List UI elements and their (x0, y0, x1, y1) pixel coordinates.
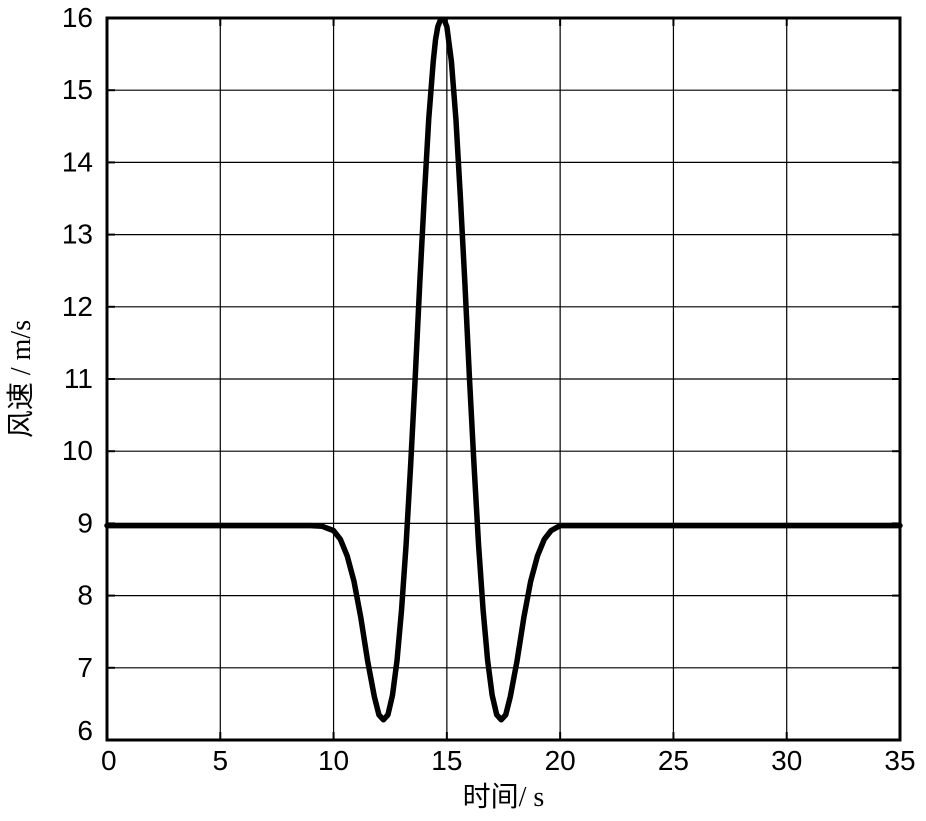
y-tick-label: 6 (77, 715, 93, 746)
x-tick-label: 35 (884, 745, 915, 776)
y-tick-label: 10 (62, 435, 93, 466)
y-tick-label: 7 (77, 652, 93, 683)
x-tick-label: 25 (658, 745, 689, 776)
y-tick-label: 9 (77, 507, 93, 538)
x-tick-label: 20 (545, 745, 576, 776)
x-tick-label: 5 (212, 745, 228, 776)
y-tick-label: 11 (64, 363, 93, 394)
wind-speed-chart: 0 5 10 15 20 25 30 35 6 7 8 9 10 11 12 13 14 15 16 时间/ s 风速 … (0, 0, 926, 821)
y-tick-label: 12 (62, 291, 93, 322)
y-tick-label: 13 (62, 219, 93, 250)
x-tick-label: 10 (318, 745, 349, 776)
y-axis-label: 风速 / m/s (6, 320, 37, 438)
y-tick-label: 14 (62, 146, 93, 177)
x-tick-label: 0 (101, 745, 117, 776)
y-tick-label: 8 (77, 580, 93, 611)
y-tick-label: 16 (62, 2, 93, 33)
x-axis-label: 时间/ s (463, 781, 545, 813)
y-tick-label: 15 (62, 74, 93, 105)
x-tick-label: 15 (431, 745, 462, 776)
x-tick-label: 30 (771, 745, 802, 776)
chart-svg: 0 5 10 15 20 25 30 35 6 7 8 9 10 11 12 13 14 15 16 时间/ s 风速 … (0, 0, 926, 821)
